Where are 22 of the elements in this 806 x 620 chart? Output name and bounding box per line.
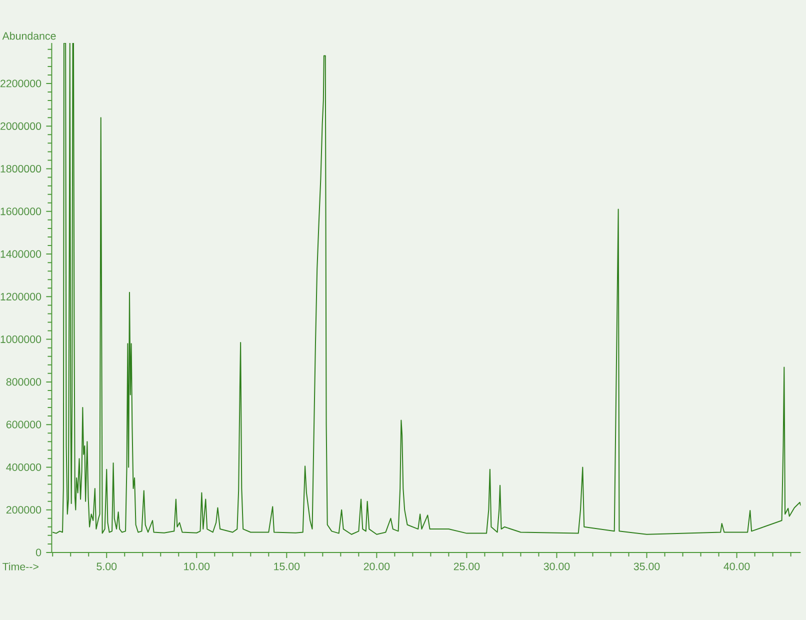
y-tick-label: 1600000 — [0, 208, 42, 216]
y-tick-label: 2200000 — [0, 80, 42, 88]
x-tick-label: 20.00 — [364, 562, 390, 570]
x-tick-label: 35.00 — [634, 562, 660, 570]
y-tick-label: 1200000 — [0, 292, 42, 300]
y-tick-label: 1800000 — [0, 164, 42, 173]
y-tick-label: 400000 — [6, 463, 42, 471]
x-tick-label: 10.00 — [184, 562, 210, 570]
y-axis-title: Abundance — [2, 32, 56, 40]
y-tick-label: 1000000 — [0, 336, 42, 344]
y-tick-label: 1400000 — [0, 250, 42, 258]
x-tick-label: 25.00 — [454, 562, 480, 570]
x-tick-label: 40.00 — [724, 562, 750, 570]
x-tick-label: 5.00 — [96, 562, 117, 570]
x-axis-title: Time--> — [2, 562, 38, 570]
x-tick-label: 15.00 — [274, 562, 300, 570]
y-tick-label: 800000 — [6, 378, 42, 386]
y-tick-label: 600000 — [6, 420, 42, 428]
y-tick-label: 200000 — [6, 506, 42, 514]
y-tick-label: 2000000 — [0, 122, 42, 130]
y-tick-label: 0 — [36, 548, 42, 556]
x-tick-label: 30.00 — [544, 562, 570, 570]
